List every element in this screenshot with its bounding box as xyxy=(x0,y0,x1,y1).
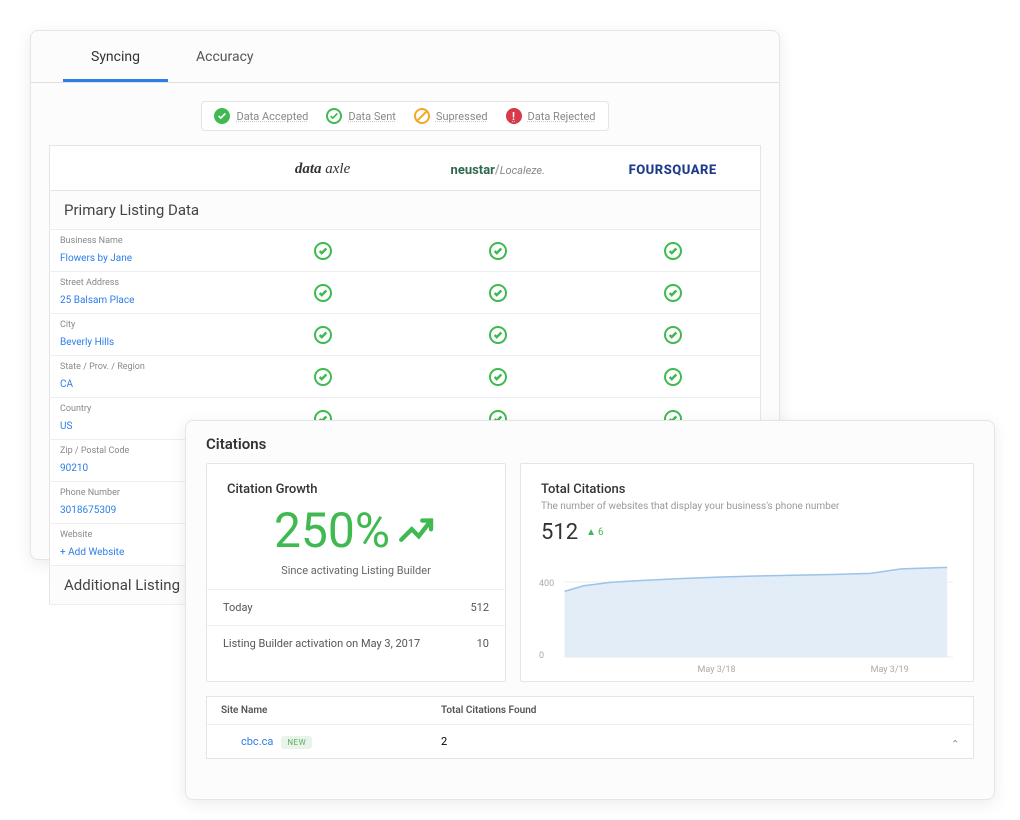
legend-label: Data Rejected xyxy=(528,110,596,123)
legend-label: Supressed xyxy=(436,110,488,123)
ytick-label: 400 xyxy=(539,579,554,589)
row-label-cell: Business Name Flowers by Jane xyxy=(50,230,235,272)
delta-up: ▲6 xyxy=(586,527,604,538)
field-label: City xyxy=(60,320,225,330)
citations-chart: 400 0 May 3/18 May 3/19 xyxy=(541,551,953,671)
check-solid-icon xyxy=(214,108,230,124)
total-citations-panel: Total Citations The number of websites t… xyxy=(520,463,974,682)
site-citations-table: Site Name Total Citations Found cbc.ca NE… xyxy=(206,696,974,759)
field-value[interactable]: 90210 xyxy=(60,463,88,474)
xtick-label: May 3/19 xyxy=(871,665,909,675)
status-cell xyxy=(585,356,760,398)
alert-icon: ! xyxy=(506,108,522,124)
field-value[interactable]: Beverly Hills xyxy=(60,337,114,348)
field-value[interactable]: 3018675309 xyxy=(60,505,116,516)
provider-data-axle: data axle xyxy=(235,146,410,191)
provider-foursquare: FOURSQUARE xyxy=(585,146,760,191)
field-label: Business Name xyxy=(60,236,225,246)
stat-activation: Listing Builder activation on May 3, 201… xyxy=(207,626,505,661)
field-label: State / Prov. / Region xyxy=(60,362,225,372)
tab-syncing[interactable]: Syncing xyxy=(63,31,168,82)
table-row: Street Address 25 Balsam Place xyxy=(50,272,761,314)
check-outline-icon xyxy=(326,108,342,124)
field-value[interactable]: + Add Website xyxy=(60,547,124,558)
growth-heading: Citation Growth xyxy=(227,482,485,497)
site-row[interactable]: cbc.ca NEW 2 ⌄ xyxy=(207,725,973,758)
legend-sent: Data Sent xyxy=(326,108,396,124)
status-legend: Data Accepted Data Sent Supressed ! Data… xyxy=(201,101,608,131)
legend-label: Data Sent xyxy=(348,110,396,123)
row-label-cell: Street Address 25 Balsam Place xyxy=(50,272,235,314)
section-primary: Primary Listing Data xyxy=(50,191,761,230)
trend-up-icon xyxy=(396,510,438,552)
field-label: Country xyxy=(60,404,225,414)
check-outline-icon xyxy=(314,368,332,386)
growth-percent: 250% xyxy=(274,505,438,558)
check-outline-icon xyxy=(664,284,682,302)
col-citations-found: Total Citations Found xyxy=(441,705,929,716)
citation-count: 2 xyxy=(441,735,929,748)
tab-accuracy[interactable]: Accuracy xyxy=(168,31,282,82)
legend-accepted: Data Accepted xyxy=(214,108,308,124)
status-cell xyxy=(235,272,410,314)
check-outline-icon xyxy=(314,284,332,302)
status-cell xyxy=(235,356,410,398)
status-cell xyxy=(585,314,760,356)
citation-growth-panel: Citation Growth 250% Since activating Li… xyxy=(206,463,506,682)
check-outline-icon xyxy=(489,242,507,260)
check-outline-icon xyxy=(664,368,682,386)
status-cell xyxy=(410,230,585,272)
growth-since: Since activating Listing Builder xyxy=(227,564,485,577)
new-badge: NEW xyxy=(281,736,312,749)
stat-today: Today 512 xyxy=(207,590,505,626)
status-cell xyxy=(235,314,410,356)
check-outline-icon xyxy=(489,368,507,386)
status-cell xyxy=(585,272,760,314)
legend-rejected: ! Data Rejected xyxy=(506,108,596,124)
status-cell xyxy=(410,314,585,356)
total-subtitle: The number of websites that display your… xyxy=(541,501,953,512)
table-row: State / Prov. / Region CA xyxy=(50,356,761,398)
table-row: City Beverly Hills xyxy=(50,314,761,356)
site-link[interactable]: cbc.ca xyxy=(241,735,273,748)
status-cell xyxy=(585,230,760,272)
provider-neustar: neustar/Localeze. xyxy=(410,146,585,191)
tabs: Syncing Accuracy xyxy=(31,31,779,83)
total-heading: Total Citations xyxy=(541,482,953,497)
check-outline-icon xyxy=(489,326,507,344)
field-value[interactable]: US xyxy=(60,421,72,432)
table-row: Business Name Flowers by Jane xyxy=(50,230,761,272)
check-outline-icon xyxy=(664,326,682,344)
legend-label: Data Accepted xyxy=(236,110,308,123)
xtick-label: May 3/18 xyxy=(698,665,736,675)
chevron-up-icon[interactable]: ⌄ xyxy=(951,737,959,748)
field-value[interactable]: Flowers by Jane xyxy=(60,253,132,264)
check-outline-icon xyxy=(314,326,332,344)
citations-card: Citations Citation Growth 250% Since act… xyxy=(185,420,995,800)
status-cell xyxy=(410,272,585,314)
row-label-cell: State / Prov. / Region CA xyxy=(50,356,235,398)
field-value[interactable]: CA xyxy=(60,379,73,390)
row-label-cell: City Beverly Hills xyxy=(50,314,235,356)
col-site-name: Site Name xyxy=(221,705,441,716)
check-outline-icon xyxy=(489,284,507,302)
ytick-label: 0 xyxy=(539,651,544,661)
status-cell xyxy=(235,230,410,272)
check-outline-icon xyxy=(664,242,682,260)
field-value[interactable]: 25 Balsam Place xyxy=(60,295,134,306)
legend-supressed: Supressed xyxy=(414,108,488,124)
total-value: 512 ▲6 xyxy=(541,520,953,545)
citations-title: Citations xyxy=(186,421,994,463)
slash-icon xyxy=(414,108,430,124)
check-outline-icon xyxy=(314,242,332,260)
field-label: Street Address xyxy=(60,278,225,288)
status-cell xyxy=(410,356,585,398)
